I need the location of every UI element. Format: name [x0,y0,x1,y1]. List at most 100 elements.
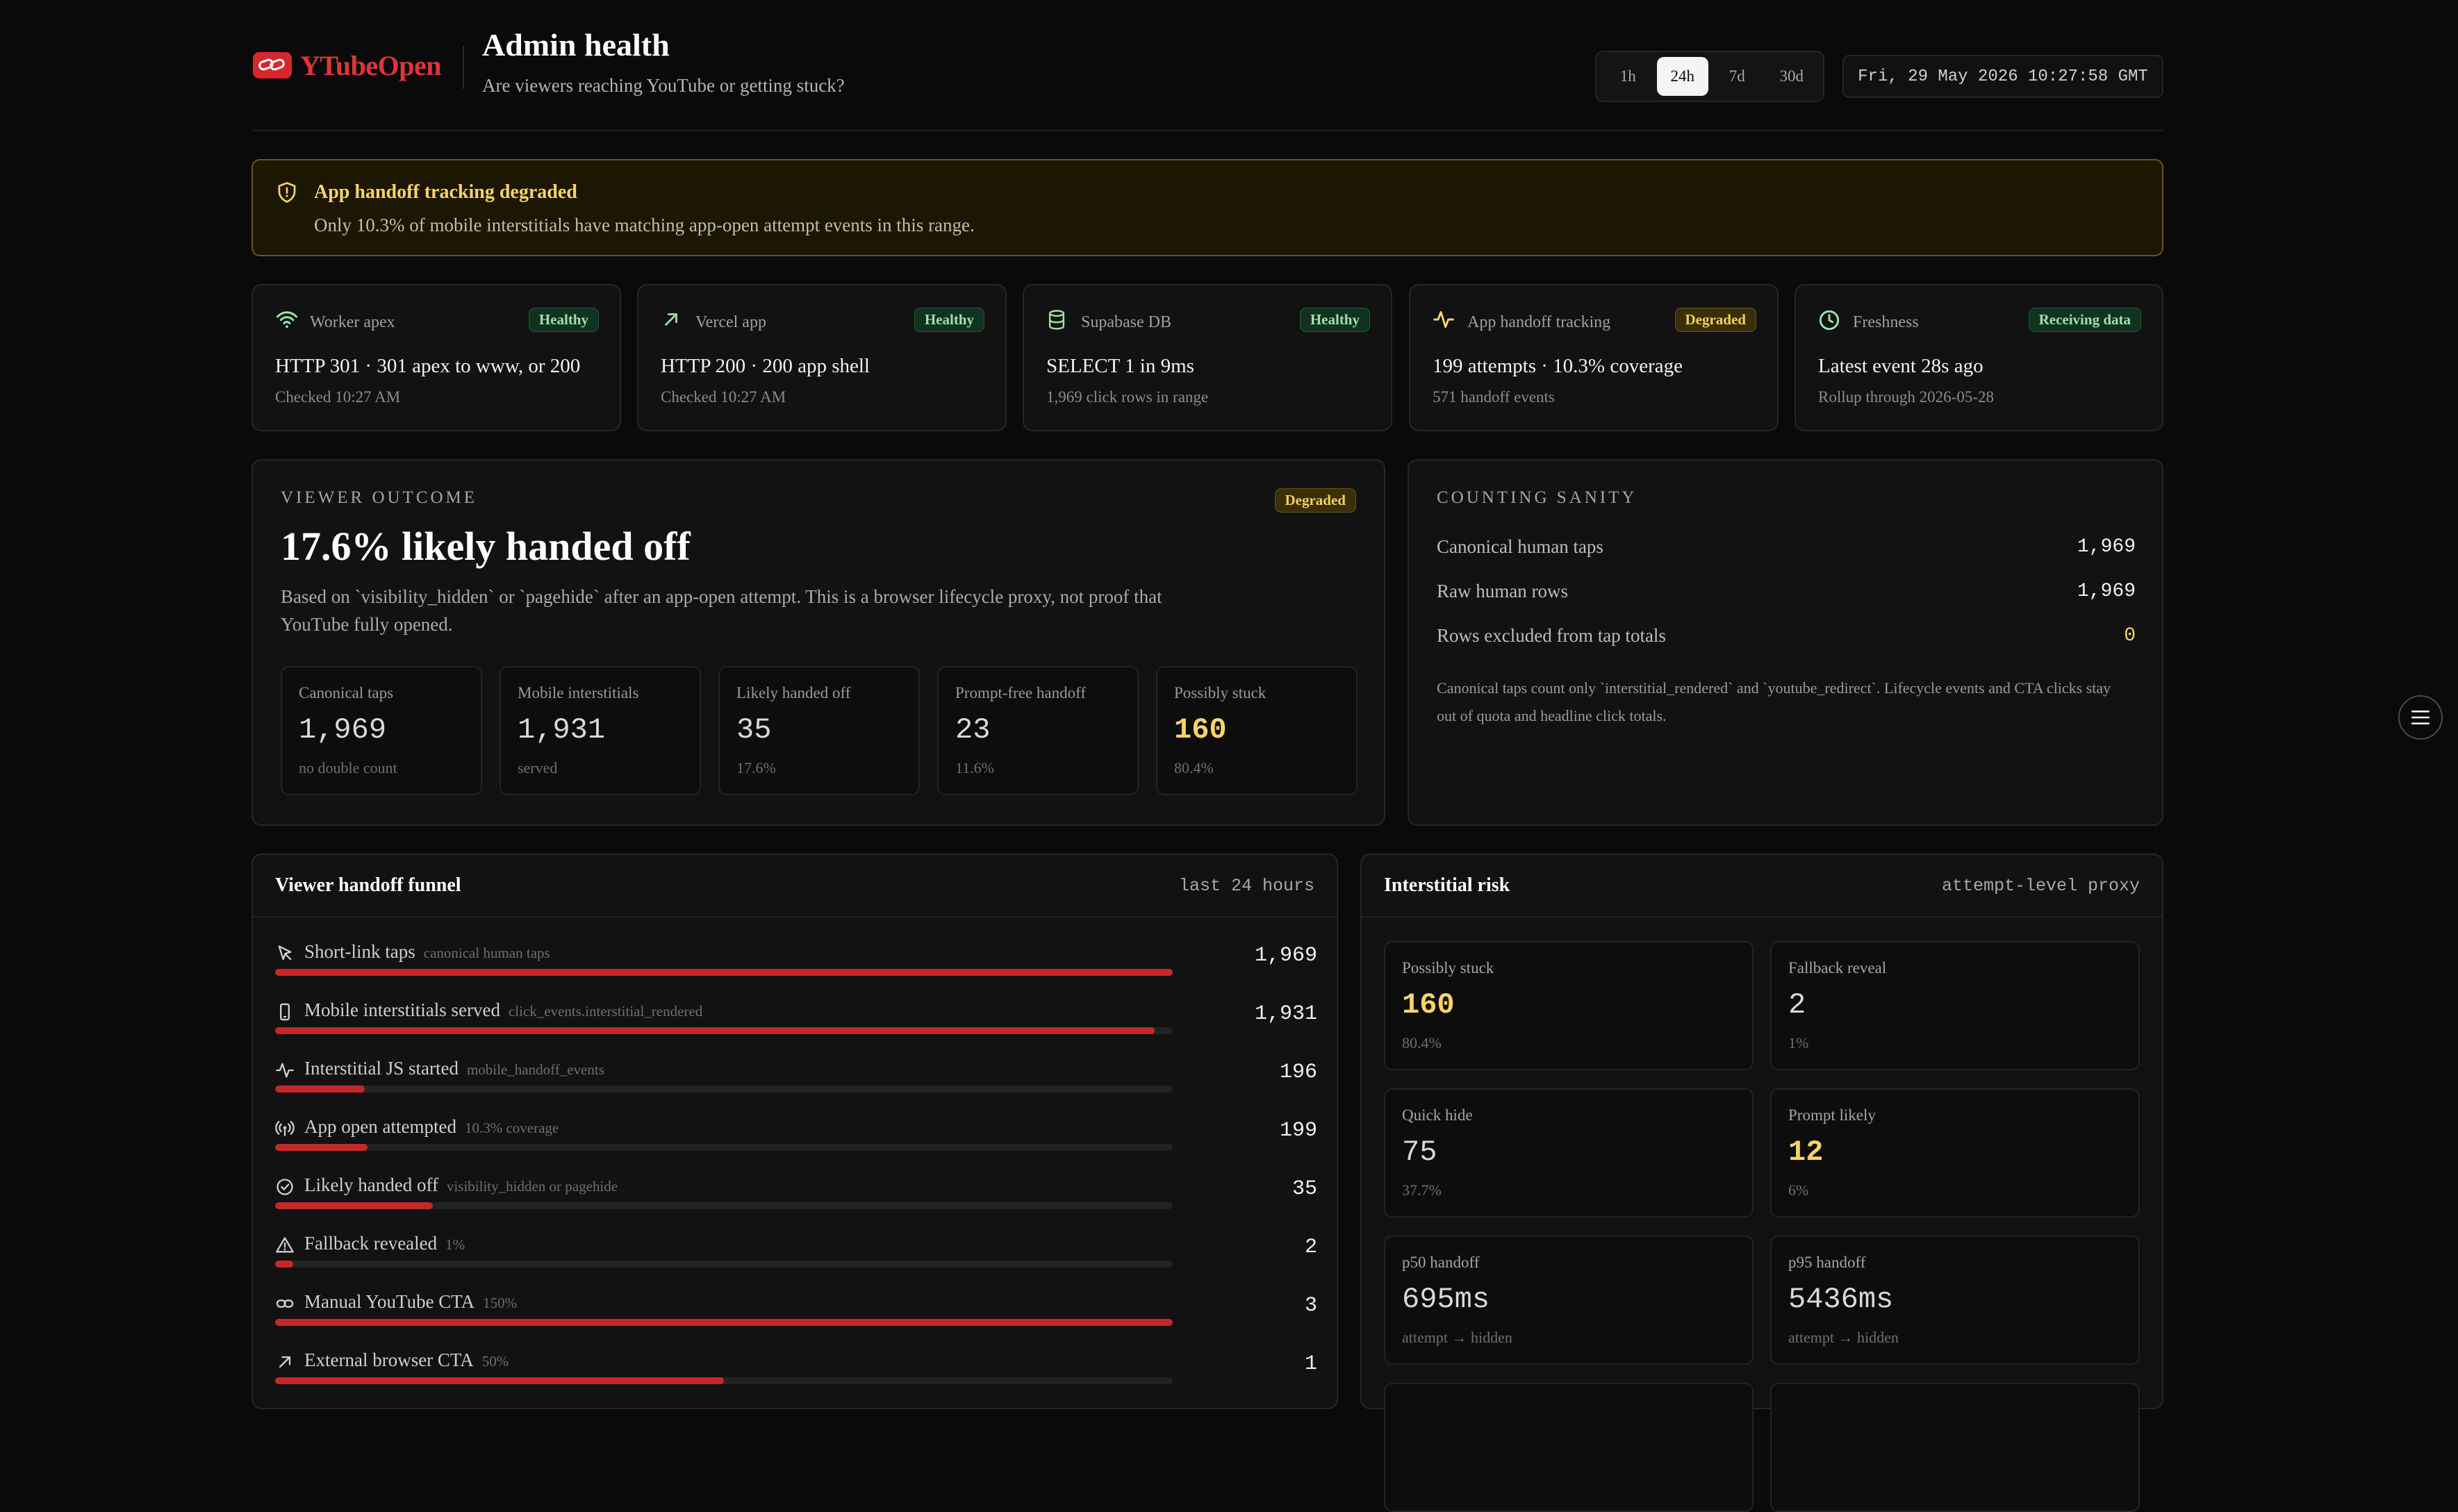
status-value: Latest event 28s ago [1818,355,1983,377]
wifi-icon [275,309,299,330]
status-subtext: Checked 10:27 AM [661,388,786,406]
risk-subtext: 6% [1788,1181,1809,1199]
funnel-row: Interstitial JS started mobile_handoff_ev… [275,1058,1317,1119]
interstitial-risk-panel: Interstitial risk attempt-level proxy Po… [1360,854,2163,1512]
risk-label: Possibly stuck [1402,959,1494,977]
metric-value: 160 [1174,713,1227,747]
range-7d[interactable]: 7d [1729,67,1745,85]
risk-label: p50 handoff [1402,1254,1480,1271]
funnel-source: 1% [445,1236,465,1253]
funnel-value: 199 [1279,1119,1317,1143]
risk-label: Quick hide [1402,1106,1473,1124]
range-30d[interactable]: 30d [1779,67,1804,85]
risk-card-p95-handoff: p95 handoff 5436ms attempt → hidden [1770,1236,2140,1365]
status-name: Supabase DB [1081,313,1171,331]
metric-label: Mobile interstitials [518,684,639,701]
funnel-bar-fill [275,1202,434,1209]
link-icon [275,1294,295,1313]
sanity-value: 0 [2124,624,2136,647]
sanity-label: Raw human rows [1437,580,1568,601]
alert-description: Only 10.3% of mobile interstitials have … [314,215,975,235]
funnel-value: 3 [1304,1294,1317,1318]
funnel-source: click_events.interstitial_rendered [508,1003,703,1020]
metric-label: Likely handed off [736,684,851,701]
risk-subtext: attempt → hidden [1402,1329,1512,1346]
status-badge: Degraded [1674,308,1756,332]
shield-alert-icon [277,181,297,203]
risk-card-p50-handoff: p50 handoff 695ms attempt → hidden [1384,1236,1754,1365]
time-range-selector: 1h 24h 7d 30d [1595,51,1824,102]
funnel-row: Manual YouTube CTA 150% 3 [275,1291,1317,1352]
panel-header: Viewer handoff funnel last 24 hours [253,855,1337,917]
status-card-worker-apex: Worker apex Healthy HTTP 301 · 301 apex … [251,284,621,431]
range-24h[interactable]: 24h [1656,57,1708,96]
risk-subtext: attempt → hidden [1788,1329,1899,1346]
risk-value: 5436ms [1788,1283,1894,1316]
status-value: 199 attempts · 10.3% coverage [1433,355,1683,377]
status-badge: Healthy [914,308,984,332]
status-subtext: Rollup through 2026-05-28 [1818,388,1994,406]
panel-range-label: last 24 hours [1178,876,1314,896]
risk-subtext: 1% [1788,1034,1809,1052]
page-subtitle: Are viewers reaching YouTube or getting … [482,75,845,96]
arrow-up-right-icon [661,309,682,330]
warning-icon [275,1236,295,1255]
risk-card-partial [1384,1383,1754,1512]
menu-button[interactable] [2398,695,2443,740]
status-card-freshness: Freshness Receiving data Latest event 28… [1795,284,2163,431]
risk-card-prompt-likely: Prompt likely 12 6% [1770,1088,2140,1218]
funnel-label: Fallback revealed [304,1233,438,1254]
metric-mobile-interstitials: Mobile interstitials 1,931 served [500,666,701,795]
metric-subtext: served [518,759,558,776]
sanity-label: Canonical human taps [1437,535,1603,557]
funnel-bar-track [275,1027,1173,1034]
viewer-handoff-funnel-panel: Viewer handoff funnel last 24 hours Shor… [251,854,1338,1409]
funnel-source: visibility_hidden or pagehide [446,1178,618,1195]
funnel-label: Likely handed off [304,1174,438,1195]
clock-icon [1818,309,1840,331]
metric-label: Prompt-free handoff [955,684,1086,701]
funnel-source: 50% [481,1353,509,1370]
metric-prompt-free-handoff: Prompt-free handoff 23 11.6% [937,666,1139,795]
arrow-up-right-icon [275,1352,295,1372]
risk-label: Prompt likely [1788,1106,1876,1124]
status-value: HTTP 301 · 301 apex to www, or 200 [275,355,581,377]
funnel-source: 150% [483,1295,518,1311]
sanity-label: Rows excluded from tap totals [1437,624,1666,646]
database-icon [1046,309,1067,331]
funnel-label: Short-link taps [304,941,415,962]
degraded-alert-banner: App handoff tracking degraded Only 10.3%… [251,159,2163,256]
funnel-bar-fill [275,1027,1155,1034]
funnel-row: Likely handed off visibility_hidden or pa… [275,1174,1317,1236]
metric-value: 23 [955,713,991,747]
funnel-label: External browser CTA [304,1349,474,1370]
check-circle-icon [275,1177,295,1197]
metric-subtext: no double count [299,759,397,776]
status-badge: Healthy [528,308,599,332]
link-logo-icon [253,52,292,78]
status-card-vercel-app: Vercel app Healthy HTTP 200 · 200 app sh… [637,284,1007,431]
metric-subtext: 17.6% [736,759,776,776]
status-card-supabase-db: Supabase DB Healthy SELECT 1 in 9ms 1,96… [1023,284,1392,431]
funnel-bar-track [275,969,1173,976]
activity-icon [275,1061,295,1080]
status-name: Vercel app [695,313,766,331]
funnel-source: 10.3% coverage [464,1120,559,1136]
risk-subtext: 80.4% [1402,1034,1442,1052]
metric-value: 35 [736,713,772,747]
funnel-bar-track [275,1319,1173,1326]
risk-label: Fallback reveal [1788,959,1887,977]
status-subtext: Checked 10:27 AM [275,388,401,406]
funnel-label: App open attempted [304,1116,456,1137]
status-value: SELECT 1 in 9ms [1046,355,1194,377]
risk-value: 160 [1402,988,1455,1022]
funnel-row: App open attempted 10.3% coverage 199 [275,1116,1317,1177]
metric-value: 1,969 [299,713,387,747]
status-name: App handoff tracking [1467,313,1611,331]
risk-value: 75 [1402,1136,1437,1169]
range-1h[interactable]: 1h [1619,67,1636,85]
sanity-row: Rows excluded from tap totals 0 [1437,622,2136,649]
funnel-row: External browser CTA 50% 1 [275,1349,1317,1411]
status-value: HTTP 200 · 200 app shell [661,355,870,377]
brand-logo[interactable]: YTubeOpen [253,46,442,85]
